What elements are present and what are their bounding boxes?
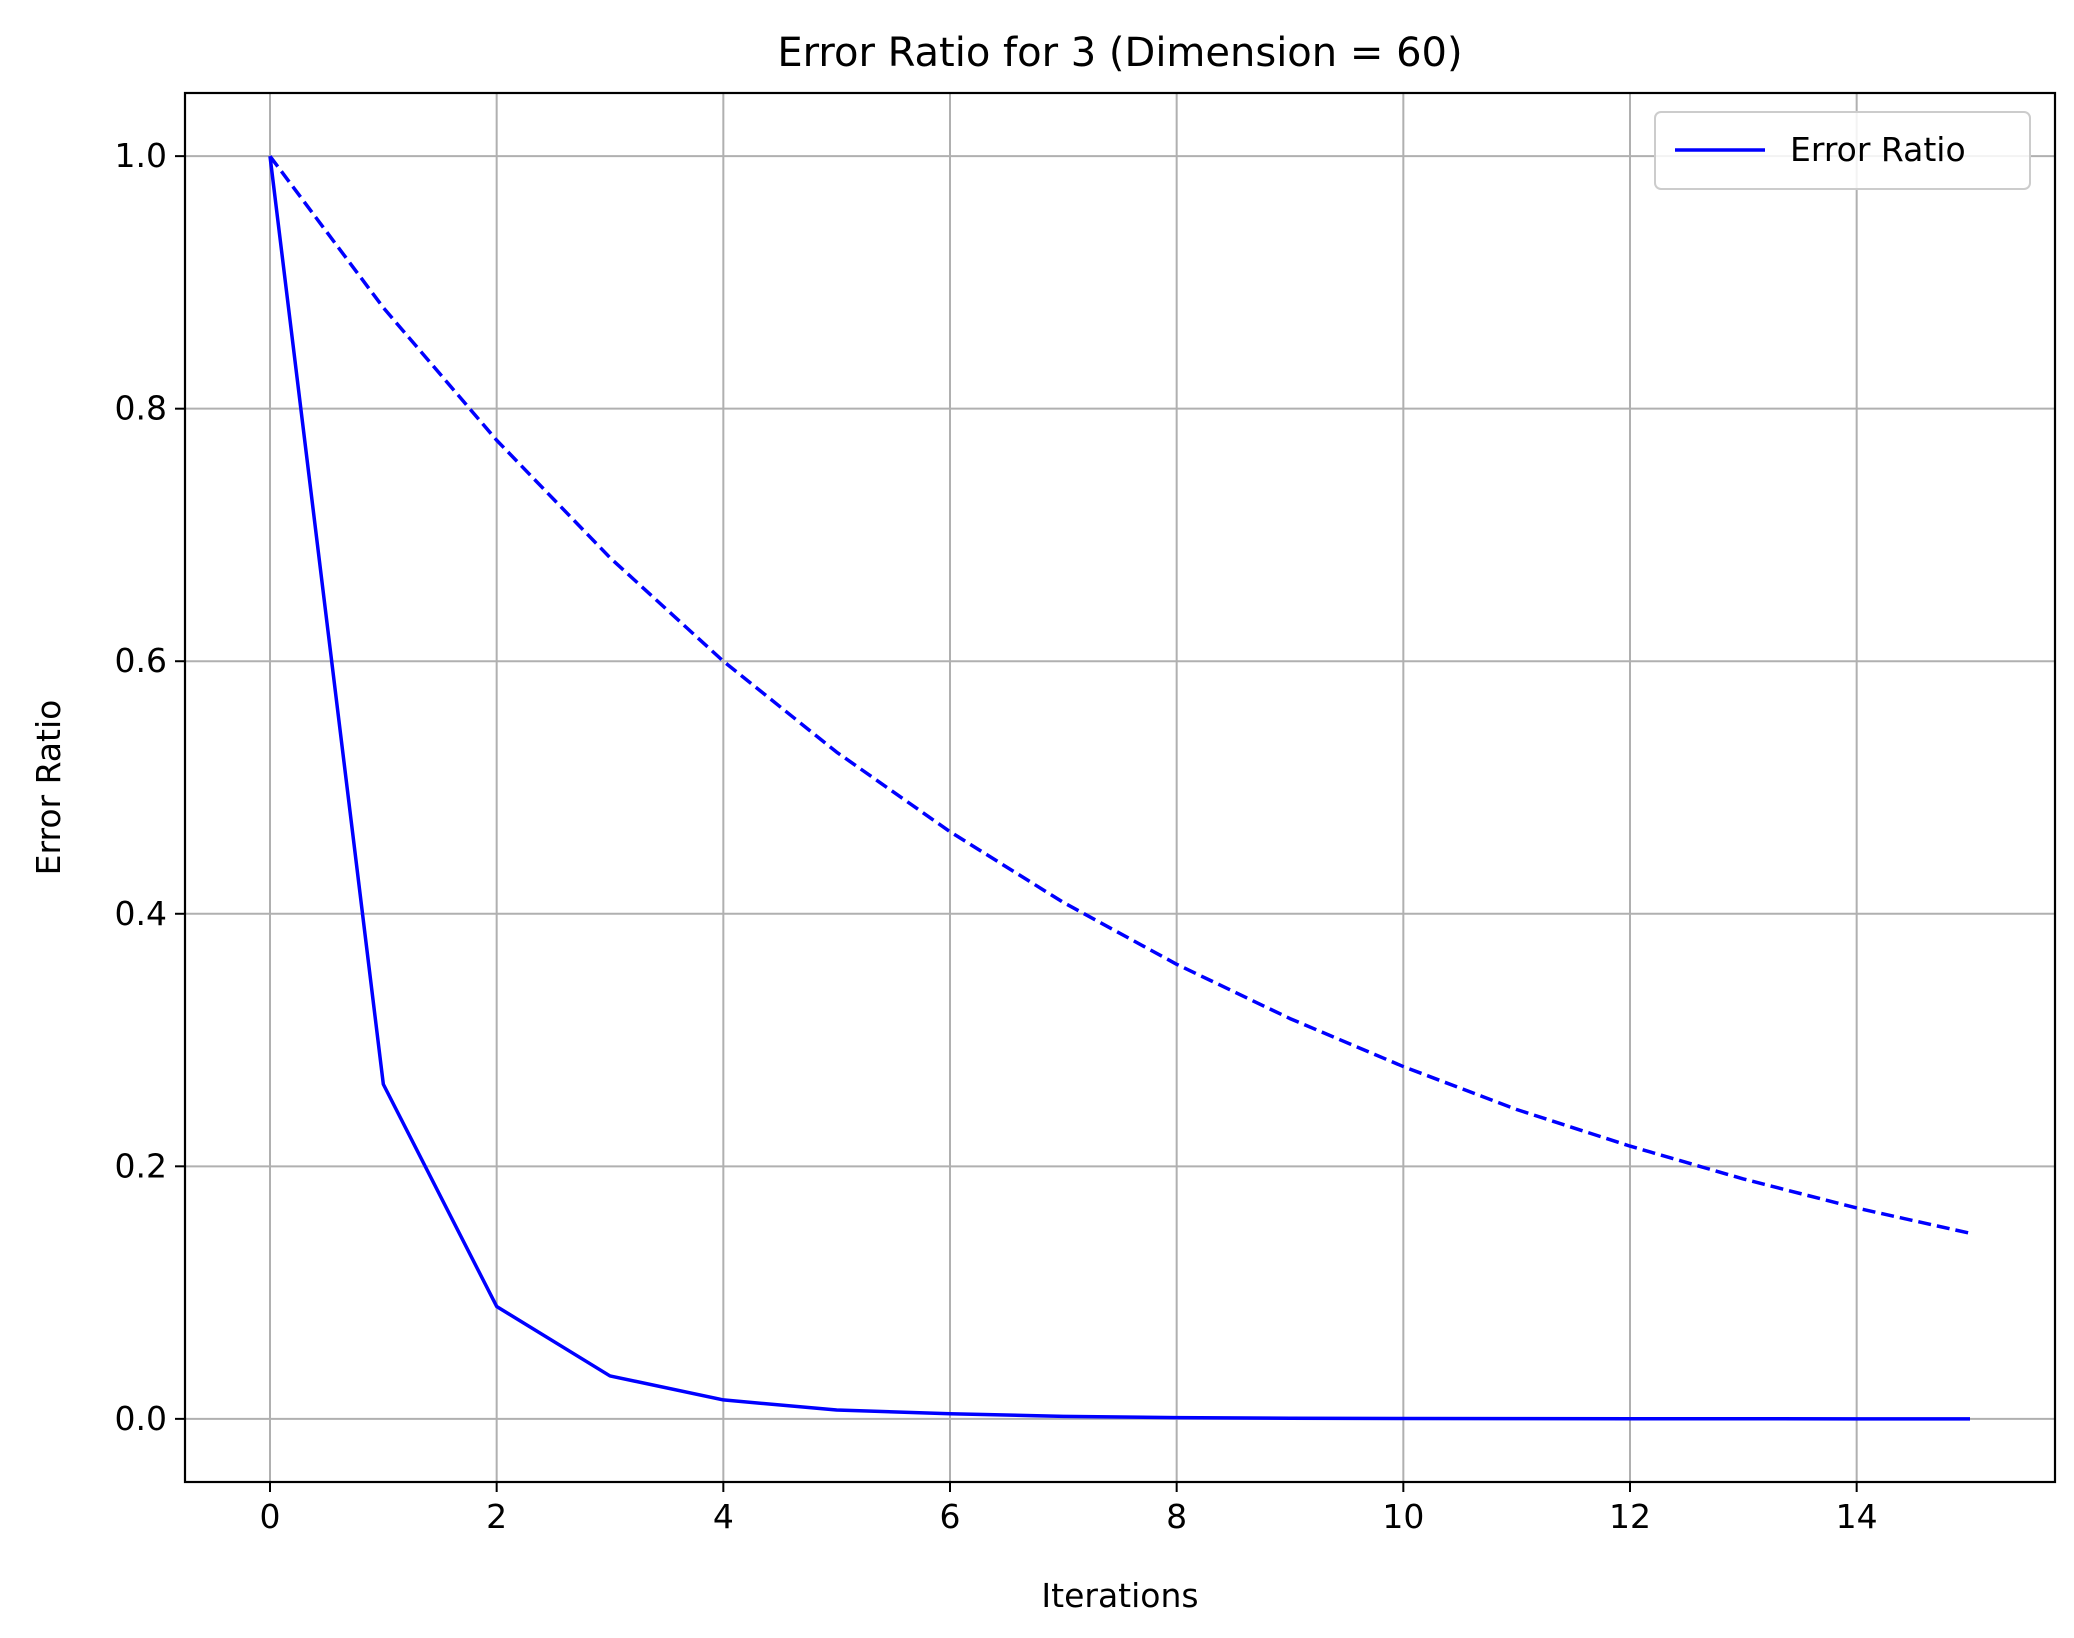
legend-box: [1654, 111, 2031, 190]
x-tick-label: 10: [1382, 1497, 1424, 1536]
x-tick-label: 14: [1836, 1497, 1878, 1536]
x-tick-label: 0: [260, 1497, 281, 1536]
x-tick-label: 4: [713, 1497, 734, 1536]
y-axis-label: Error Ratio: [29, 700, 68, 876]
y-tick-label: 0.0: [115, 1399, 167, 1438]
y-tick-label: 0.6: [115, 641, 167, 680]
x-tick-label: 2: [486, 1497, 507, 1536]
y-ticks: 0.0 0.2 0.4 0.6 0.8 1.0: [115, 136, 185, 1438]
dashed-series-line: [268, 155, 1971, 1235]
y-tick-label: 0.4: [115, 894, 167, 933]
chart-title: Error Ratio for 3 (Dimension = 60): [777, 30, 1462, 76]
error-ratio-series-line: [268, 155, 1970, 1421]
x-tick-label: 6: [940, 1497, 961, 1536]
x-axis-label: Iterations: [1041, 1576, 1198, 1615]
y-tick-label: 1.0: [115, 136, 167, 175]
y-tick-label: 0.2: [115, 1146, 167, 1185]
plot-frame: [183, 91, 2057, 1484]
x-ticks: 0 2 4 6 8 10 12 14: [260, 1482, 1878, 1536]
x-tick-label: 12: [1609, 1497, 1651, 1536]
y-tick-label: 0.8: [115, 389, 167, 428]
series-layer: [268, 155, 1971, 1421]
x-tick-label: 8: [1166, 1497, 1187, 1536]
legend-label-error-ratio: Error Ratio: [1790, 130, 1966, 169]
legend: Error Ratio: [1654, 111, 2031, 190]
